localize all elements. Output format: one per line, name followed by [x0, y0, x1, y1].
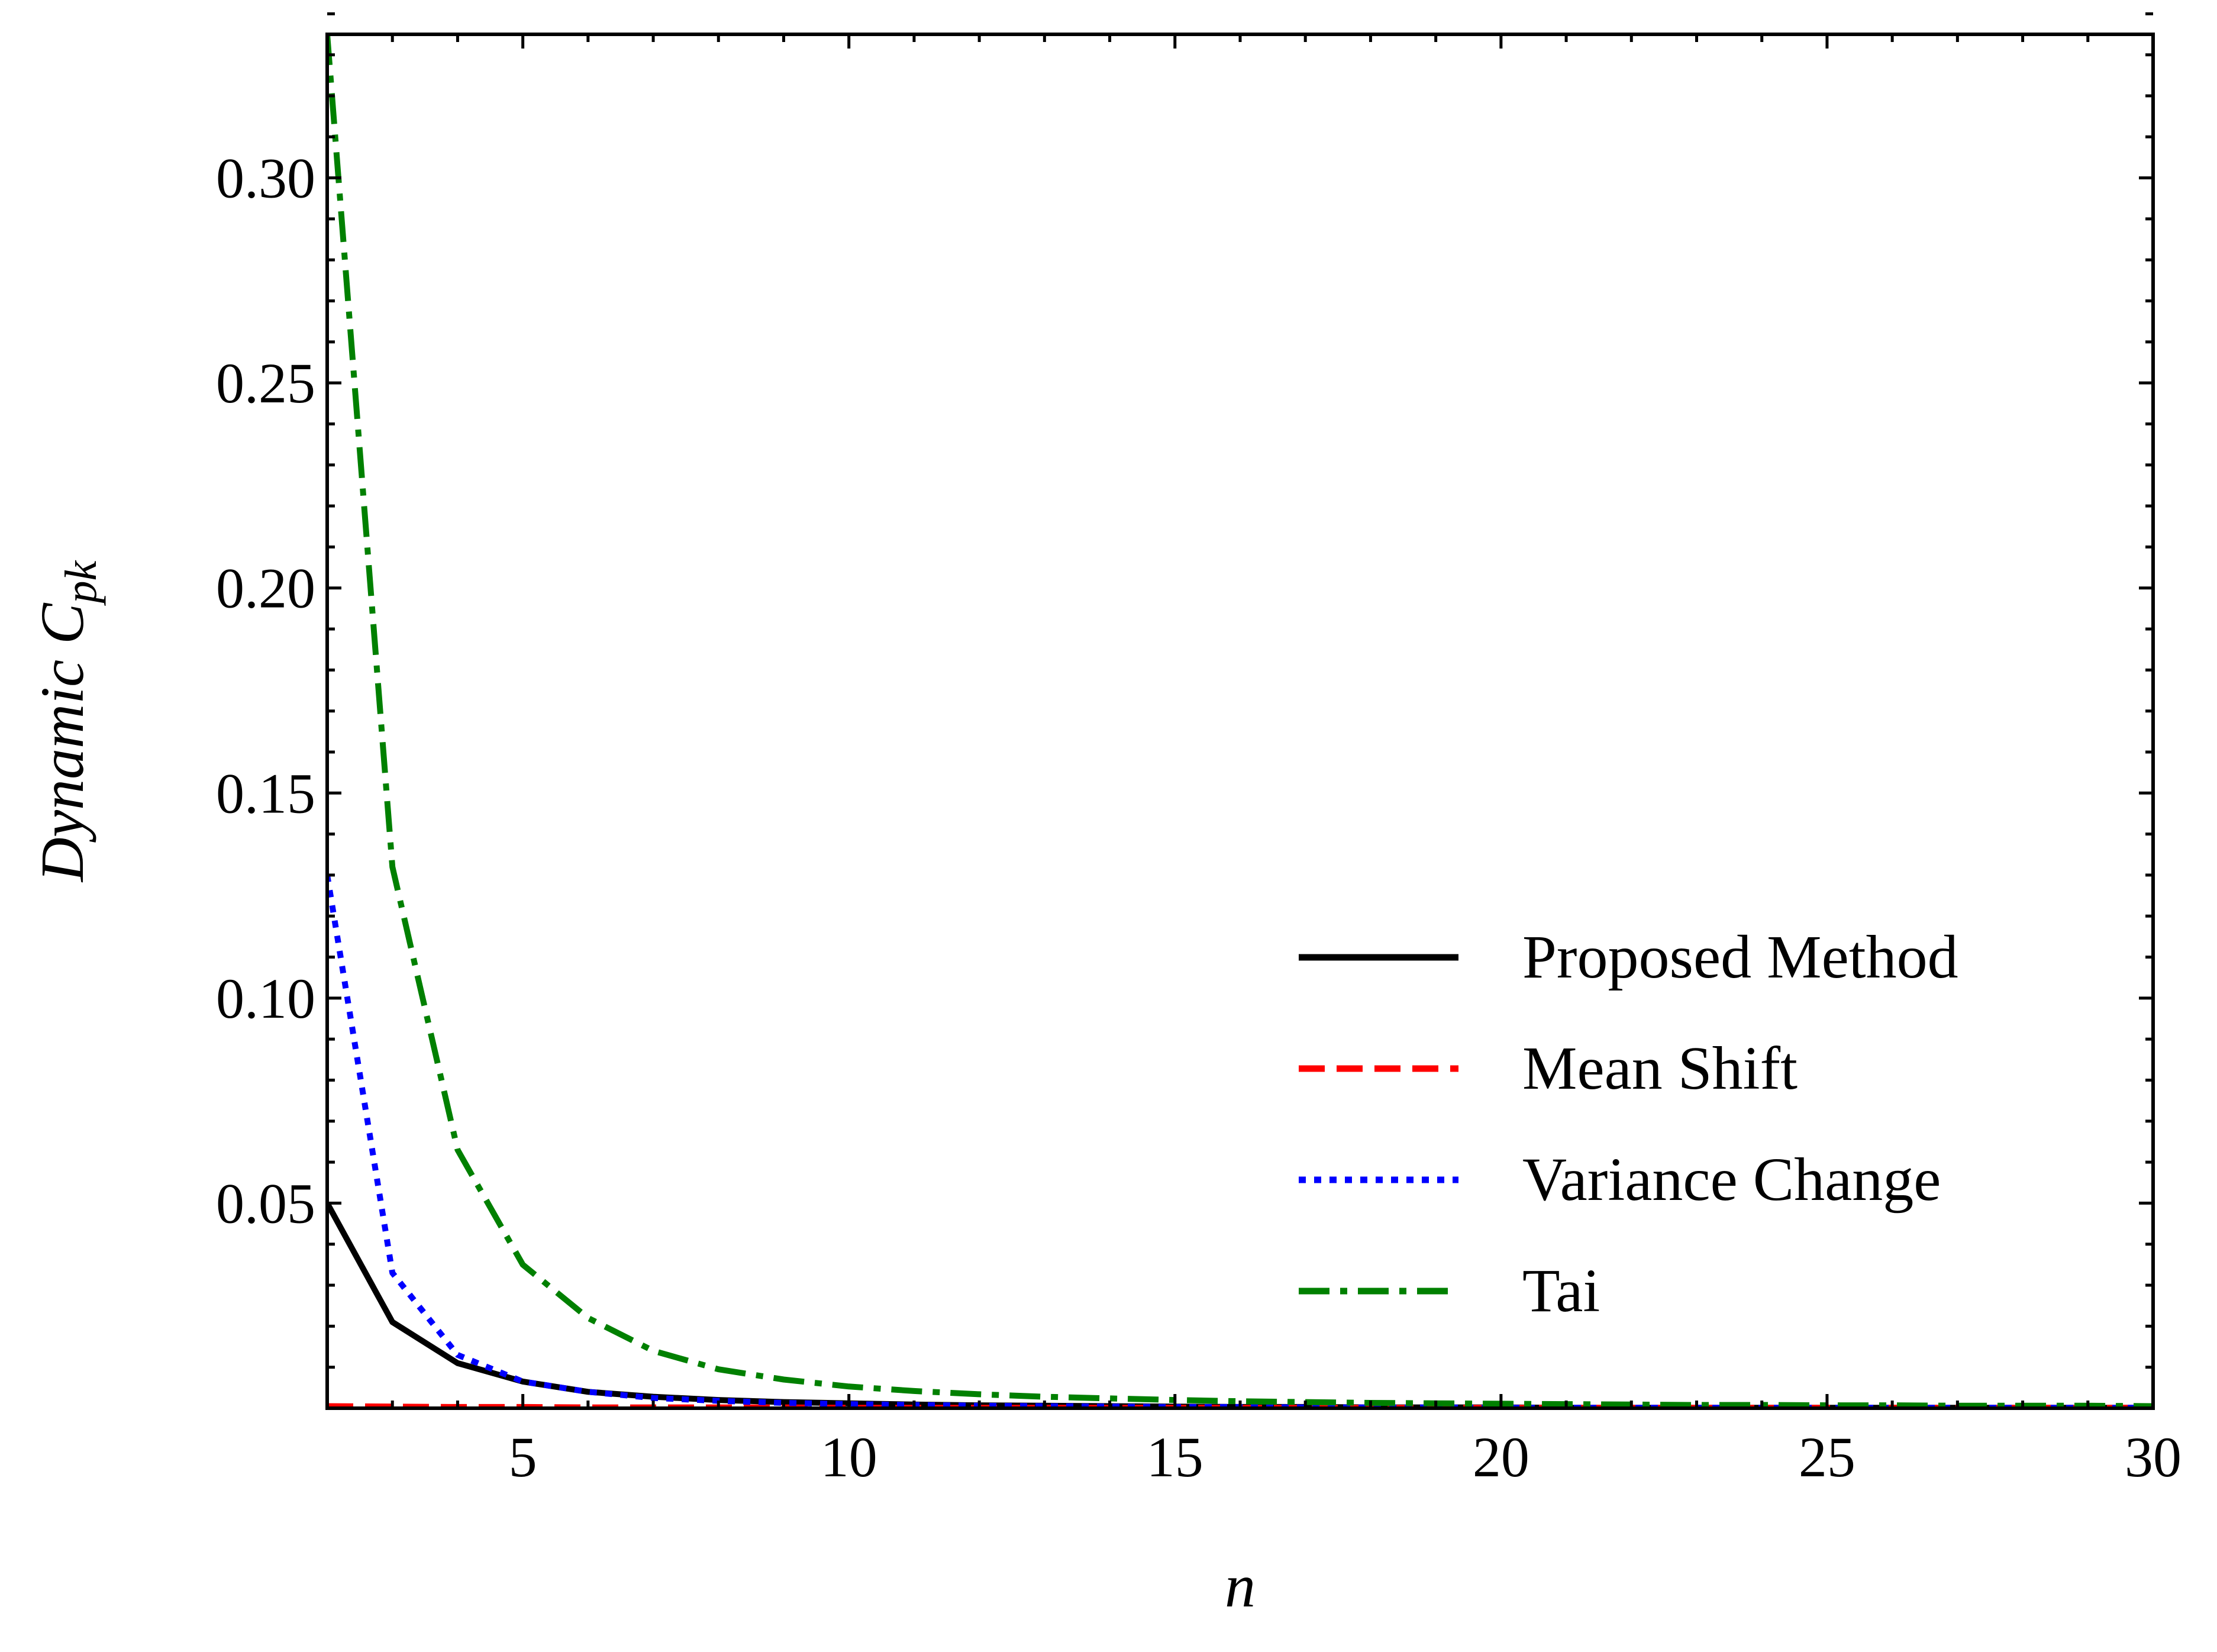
- x-tick-label-4: 25: [1799, 1425, 1855, 1489]
- x-tick-label-0: 5: [509, 1425, 537, 1489]
- x-tick-label-3: 20: [1473, 1425, 1529, 1489]
- y-tick-label-3: 0.20: [216, 557, 315, 620]
- y-axis-label-var: C: [28, 602, 96, 644]
- y-axis-label-main: Dynamic: [28, 644, 96, 883]
- y-axis-label: Dynamic Cpk: [28, 560, 106, 883]
- y-tick-label-5: 0.30: [216, 147, 315, 210]
- plot-frame: [325, 33, 2155, 1410]
- y-tick-label-0: 0.05: [216, 1172, 315, 1235]
- series-line-3: [327, 34, 2153, 1408]
- x-tick-label-1: 10: [821, 1425, 877, 1489]
- x-axis-label: n: [1225, 1552, 1256, 1620]
- legend-label-1: Mean Shift: [1522, 1034, 1798, 1102]
- legend-label-2: Variance Change: [1522, 1146, 1941, 1214]
- y-tick-label-4: 0.25: [216, 351, 315, 415]
- legend: Proposed Method Mean Shift Variance Change…: [1299, 923, 1958, 1325]
- legend-label-3: Tai: [1522, 1257, 1600, 1325]
- y-tick-label-1: 0.10: [216, 967, 315, 1030]
- x-tick-label-5: 30: [2125, 1425, 2181, 1489]
- y-tick-label-2: 0.15: [216, 762, 315, 825]
- legend-label-0: Proposed Method: [1522, 923, 1958, 991]
- x-tick-label-2: 15: [1147, 1425, 1203, 1489]
- tick-labels-layer: 5 10 15 20 25 30 0.05 0.10 0.15 0.20 0.25 0.30: [216, 147, 2181, 1489]
- y-axis-label-sub: pk: [56, 560, 106, 606]
